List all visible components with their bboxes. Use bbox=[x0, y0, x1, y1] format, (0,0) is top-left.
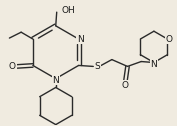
Text: S: S bbox=[94, 62, 100, 71]
Text: O: O bbox=[166, 35, 173, 44]
Text: N: N bbox=[52, 76, 59, 85]
Text: N: N bbox=[150, 60, 157, 69]
Text: O: O bbox=[9, 62, 16, 71]
Text: OH: OH bbox=[62, 6, 75, 15]
Text: O: O bbox=[121, 81, 128, 89]
Text: N: N bbox=[77, 35, 83, 44]
